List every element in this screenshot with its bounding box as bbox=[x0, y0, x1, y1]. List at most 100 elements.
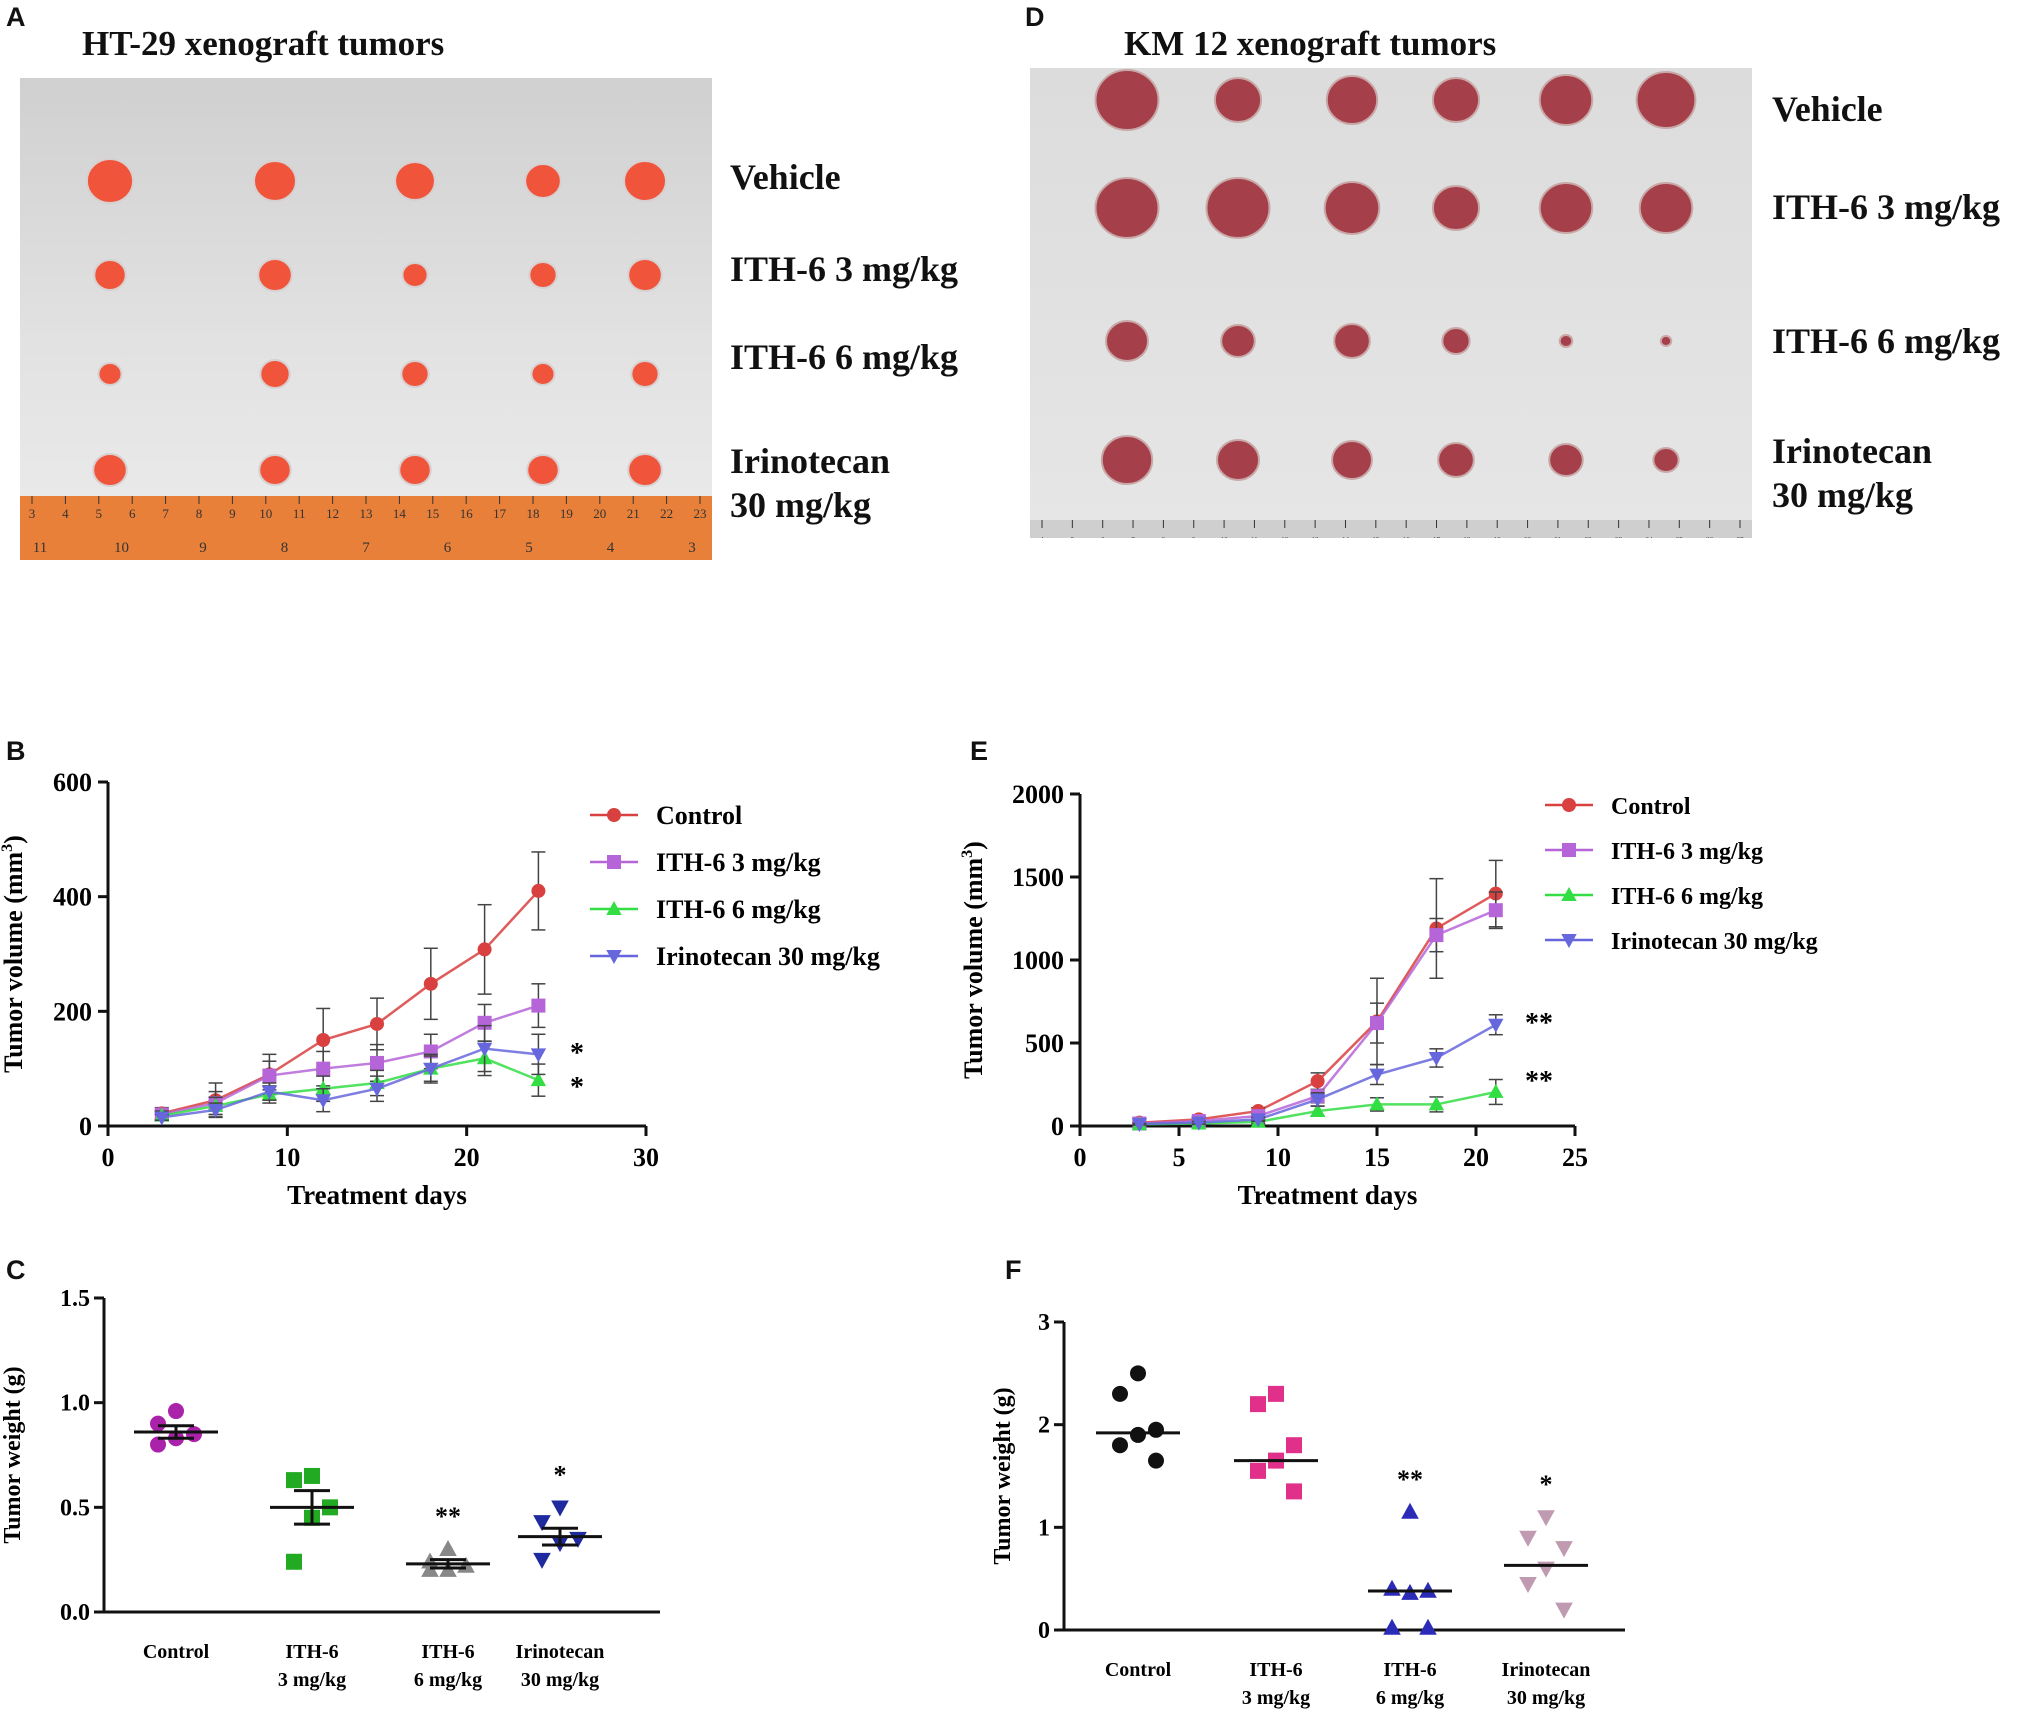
tumor-3-0 bbox=[92, 453, 128, 487]
ruler-number: 6 bbox=[129, 506, 136, 521]
data-point-0 bbox=[1310, 1074, 1325, 1089]
data-point-1 bbox=[370, 1055, 384, 1070]
y-tick-label: 1.5 bbox=[60, 1286, 90, 1312]
legend-marker bbox=[607, 855, 621, 869]
data-point-3 bbox=[1309, 1093, 1326, 1108]
ruler-number: 23 bbox=[694, 506, 707, 521]
ruler-number: 5 bbox=[525, 540, 533, 556]
photo-a-group-irinotecan: Irinotecan bbox=[730, 441, 890, 481]
data-point-1 bbox=[1286, 1483, 1302, 1500]
tumor-2-3 bbox=[1441, 327, 1471, 355]
chart-b-tumor-volume-ht29: 0 10 20 30 0 200 400 600 Treatment days Tumor vol… bbox=[0, 768, 880, 1210]
data-point-0 bbox=[423, 976, 438, 991]
tumor-2-2 bbox=[1333, 323, 1371, 359]
data-point-1 bbox=[1429, 928, 1444, 943]
tumor-2-4 bbox=[1558, 334, 1574, 348]
data-point-2 bbox=[315, 1080, 331, 1095]
ruler-number: 4 bbox=[62, 506, 69, 521]
panel-letter-e: E bbox=[970, 736, 989, 766]
ruler-number: 21 bbox=[1554, 536, 1562, 538]
tumor-1-5 bbox=[1638, 182, 1694, 234]
data-point-0 bbox=[1148, 1452, 1164, 1469]
ruler-number: 10 bbox=[259, 506, 272, 521]
tumor-2-0 bbox=[1105, 320, 1149, 362]
x-category-label: Irinotecan bbox=[516, 1641, 605, 1663]
x-category-label: ITH-6 bbox=[421, 1641, 474, 1663]
ruler-number: 17 bbox=[493, 506, 507, 521]
panel-letter-c: C bbox=[6, 1255, 26, 1285]
tumor-1-4 bbox=[1538, 182, 1594, 234]
ruler-number: 8 bbox=[281, 540, 289, 556]
x-axis-label: Treatment days bbox=[1238, 1180, 1418, 1210]
tumor-3-2 bbox=[398, 454, 432, 486]
data-point-3 bbox=[1488, 1018, 1504, 1033]
tumor-1-3 bbox=[528, 261, 558, 289]
y-tick-label: 1.0 bbox=[60, 1391, 90, 1417]
tumor-1-2 bbox=[1323, 181, 1381, 235]
photo-d-svg: 4 5 6 7 8 9 10 11 12 13 14 15 16 17 18 19 20 21 22 23 24 25 26… bbox=[1030, 69, 1752, 538]
photo-d-tumors: 4 5 6 7 8 9 10 11 12 13 14 15 16 17 18 19 20 21 22 23 24 25 26… bbox=[1030, 68, 1752, 538]
ruler-number: 12 bbox=[1281, 536, 1289, 538]
x-tick-label: 15 bbox=[1364, 1143, 1390, 1172]
data-point-3 bbox=[476, 1042, 493, 1057]
legend-label: ITH-6 6 mg/kg bbox=[656, 895, 821, 924]
data-point-0 bbox=[1130, 1365, 1146, 1382]
x-tick-label: 10 bbox=[1265, 1143, 1291, 1172]
tumor-1-2 bbox=[401, 262, 429, 288]
data-point-1 bbox=[531, 998, 546, 1013]
data-point-2 bbox=[1419, 1618, 1437, 1635]
significance-mark: * bbox=[554, 1460, 567, 1489]
x-category-sublabel: 6 mg/kg bbox=[1376, 1687, 1444, 1709]
photo-d-title: KM 12 xenograft tumors bbox=[1124, 24, 1497, 63]
tumor-1-3 bbox=[1431, 185, 1481, 231]
data-point-2 bbox=[1401, 1502, 1419, 1519]
legend-marker bbox=[1561, 934, 1577, 949]
data-point-1 bbox=[316, 1061, 331, 1076]
x-tick-label: 0 bbox=[1074, 1143, 1087, 1172]
data-point-3 bbox=[1555, 1541, 1573, 1558]
y-tick-label: 0 bbox=[1051, 1112, 1064, 1141]
x-category-label: Control bbox=[1105, 1659, 1172, 1681]
significance-mark: ** bbox=[1525, 1008, 1553, 1039]
ruler-number: 23 bbox=[1615, 536, 1623, 538]
ruler-number: 15 bbox=[426, 506, 439, 521]
y-axis-label: Tumor volume (mm3) bbox=[960, 841, 988, 1079]
ruler-number: 3 bbox=[688, 540, 696, 556]
data-point-1 bbox=[262, 1068, 277, 1083]
significance-mark: ** bbox=[1397, 1465, 1423, 1494]
ruler-number: 12 bbox=[326, 506, 339, 521]
significance-mark: * bbox=[1540, 1470, 1553, 1499]
data-point-3 bbox=[423, 1062, 439, 1077]
tumor-1-0 bbox=[93, 259, 127, 291]
tumor-3-5 bbox=[1652, 447, 1680, 473]
photo-d-group-ith6-3: ITH-6 3 mg/kg bbox=[1772, 187, 2001, 227]
series-line-1 bbox=[161, 1004, 539, 1116]
x-tick-label: 10 bbox=[274, 1143, 300, 1172]
data-point-0 bbox=[1112, 1437, 1128, 1454]
ruler-number: 5 bbox=[96, 506, 103, 521]
data-point-2 bbox=[439, 1540, 457, 1556]
photo-a-group-irinotecan-dose: 30 mg/kg bbox=[730, 485, 872, 525]
ruler-number: 6 bbox=[1101, 536, 1105, 538]
tumor-2-4 bbox=[630, 360, 660, 388]
ruler-number: 19 bbox=[1494, 536, 1502, 538]
tumor-0-4 bbox=[623, 160, 667, 202]
data-point-0 bbox=[531, 883, 546, 898]
significance-mark: * bbox=[570, 1038, 584, 1069]
y-tick-label: 0.5 bbox=[60, 1495, 90, 1521]
y-tick-label: 2 bbox=[1038, 1413, 1050, 1439]
data-point-1 bbox=[1286, 1437, 1302, 1454]
data-point-0 bbox=[168, 1403, 184, 1420]
panel-letter-f: F bbox=[1005, 1255, 1022, 1285]
legend-label: Control bbox=[1611, 794, 1691, 820]
ruler-number: 14 bbox=[1342, 536, 1350, 538]
ruler-number: 21 bbox=[627, 506, 640, 521]
data-point-1 bbox=[1250, 1396, 1266, 1413]
data-point-3 bbox=[261, 1085, 278, 1100]
x-category-label: Control bbox=[143, 1641, 210, 1663]
legend-marker bbox=[1562, 798, 1576, 812]
tumor-0-1 bbox=[1213, 77, 1263, 123]
tumor-2-1 bbox=[1220, 324, 1256, 358]
ruler-number: 9 bbox=[199, 540, 207, 556]
ruler-number: 7 bbox=[1131, 536, 1135, 538]
